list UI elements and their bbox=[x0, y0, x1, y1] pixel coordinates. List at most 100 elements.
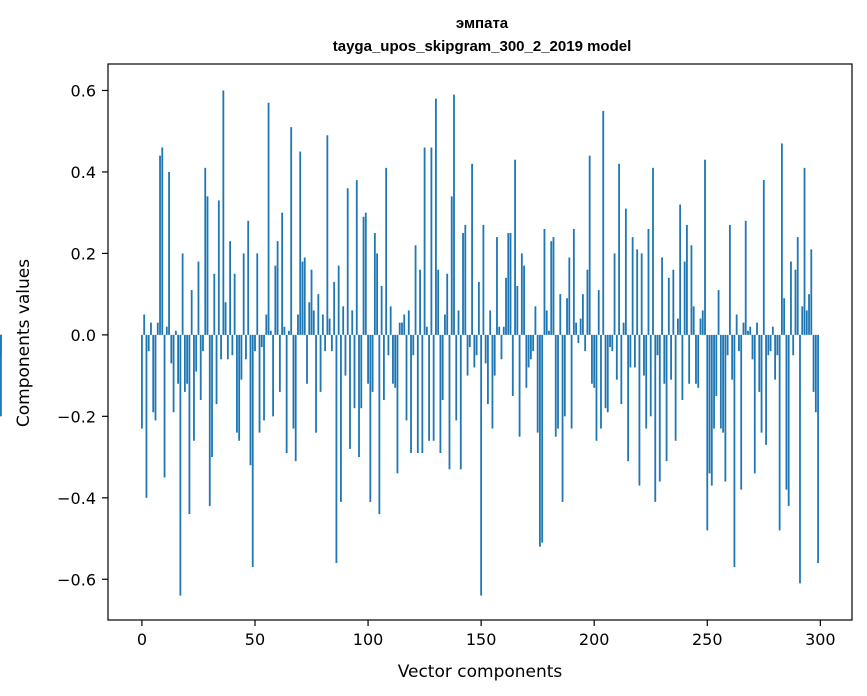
bar-164 bbox=[511, 334, 514, 396]
bar-209 bbox=[613, 253, 616, 335]
bar-100 bbox=[367, 334, 369, 384]
bar-58 bbox=[272, 334, 274, 417]
bar-181 bbox=[550, 241, 553, 335]
bar-19 bbox=[183, 334, 186, 392]
bar-225 bbox=[649, 334, 652, 417]
bar-99 bbox=[364, 212, 367, 335]
bar-undefined bbox=[0, 334, 2, 356]
bar-144 bbox=[466, 334, 469, 376]
bar-263 bbox=[735, 314, 738, 335]
bar-160 bbox=[502, 326, 505, 335]
bar-106 bbox=[380, 285, 383, 335]
bar-87 bbox=[337, 265, 340, 335]
bar-162 bbox=[507, 233, 510, 335]
bar-298 bbox=[814, 334, 817, 413]
bar-246 bbox=[697, 334, 700, 388]
bar-277 bbox=[767, 334, 770, 356]
bar-36 bbox=[222, 90, 225, 335]
bar-188 bbox=[566, 298, 568, 335]
bar-243 bbox=[690, 245, 693, 335]
y-axis-ticks: −0.6 −0.4 −0.2 0.0 0.2 0.4 0.6 bbox=[57, 81, 108, 589]
bar-270 bbox=[751, 334, 754, 360]
bar-276 bbox=[765, 334, 767, 445]
bar-203 bbox=[600, 334, 602, 429]
bar-190 bbox=[570, 334, 573, 429]
bar-131 bbox=[437, 269, 440, 335]
bar-2 bbox=[145, 334, 148, 498]
bar-187 bbox=[563, 334, 566, 417]
bar-253 bbox=[713, 334, 715, 429]
y-tick-label: 0.0 bbox=[71, 326, 96, 345]
bar-31 bbox=[211, 334, 213, 458]
bar-269 bbox=[749, 326, 752, 335]
bar-249 bbox=[704, 159, 706, 335]
bar-133 bbox=[441, 334, 444, 401]
bar-158 bbox=[498, 326, 501, 335]
bar-264 bbox=[738, 334, 740, 352]
bar-123 bbox=[419, 269, 421, 335]
bar-177 bbox=[541, 334, 544, 543]
bar-44 bbox=[240, 334, 243, 380]
bar-26 bbox=[199, 334, 202, 401]
bar-79 bbox=[319, 334, 322, 392]
bar-198 bbox=[588, 155, 591, 335]
bar-33 bbox=[215, 334, 218, 405]
bar-125 bbox=[423, 147, 426, 335]
bar-215 bbox=[627, 334, 630, 462]
bar-231 bbox=[663, 334, 666, 384]
bar-126 bbox=[425, 326, 428, 335]
bar-54 bbox=[263, 334, 265, 421]
bar-49 bbox=[251, 334, 254, 568]
bar-90 bbox=[344, 334, 347, 376]
bar-291 bbox=[799, 334, 801, 584]
bar-53 bbox=[260, 334, 263, 348]
bar-153 bbox=[487, 334, 489, 405]
bar-258 bbox=[724, 334, 727, 482]
bar-80 bbox=[321, 314, 324, 335]
bar-297 bbox=[812, 334, 815, 392]
bar-32 bbox=[213, 273, 216, 335]
bar-280 bbox=[774, 334, 777, 380]
bar-167 bbox=[518, 334, 521, 437]
bar-250 bbox=[706, 334, 709, 531]
bar-163 bbox=[509, 233, 512, 335]
bar-174 bbox=[534, 306, 537, 335]
plot-frame bbox=[107, 63, 853, 621]
bar-71 bbox=[301, 261, 304, 335]
bar-16 bbox=[177, 334, 180, 384]
bar-60 bbox=[276, 241, 279, 335]
bar-66 bbox=[290, 127, 293, 335]
bar-37 bbox=[224, 302, 227, 335]
bar-110 bbox=[389, 306, 392, 335]
bar-284 bbox=[783, 298, 786, 335]
bar-145 bbox=[468, 334, 471, 348]
bar-46 bbox=[245, 334, 247, 360]
bar-3 bbox=[147, 334, 150, 352]
bar-82 bbox=[326, 135, 329, 335]
bar-210 bbox=[615, 334, 618, 380]
bar-232 bbox=[665, 334, 668, 462]
bar-5 bbox=[152, 334, 155, 413]
bar-23 bbox=[193, 334, 195, 441]
bar-129 bbox=[432, 334, 435, 441]
bar-257 bbox=[722, 334, 725, 433]
bar-171 bbox=[527, 334, 530, 368]
bar-140 bbox=[457, 310, 460, 335]
bar-35 bbox=[220, 334, 222, 360]
bar-195 bbox=[581, 294, 584, 335]
bar-152 bbox=[484, 334, 487, 364]
bar-61 bbox=[278, 334, 281, 392]
bar-182 bbox=[552, 237, 555, 335]
bar-40 bbox=[231, 334, 234, 356]
bar-72 bbox=[303, 257, 306, 335]
bar-107 bbox=[382, 334, 385, 401]
bar-262 bbox=[733, 334, 736, 568]
bar-279 bbox=[771, 326, 774, 335]
bar-259 bbox=[726, 334, 729, 356]
bar-157 bbox=[496, 237, 498, 335]
bar-4 bbox=[150, 322, 152, 335]
bar-85 bbox=[333, 281, 336, 335]
bar-213 bbox=[622, 322, 625, 335]
bar-180 bbox=[548, 330, 550, 335]
